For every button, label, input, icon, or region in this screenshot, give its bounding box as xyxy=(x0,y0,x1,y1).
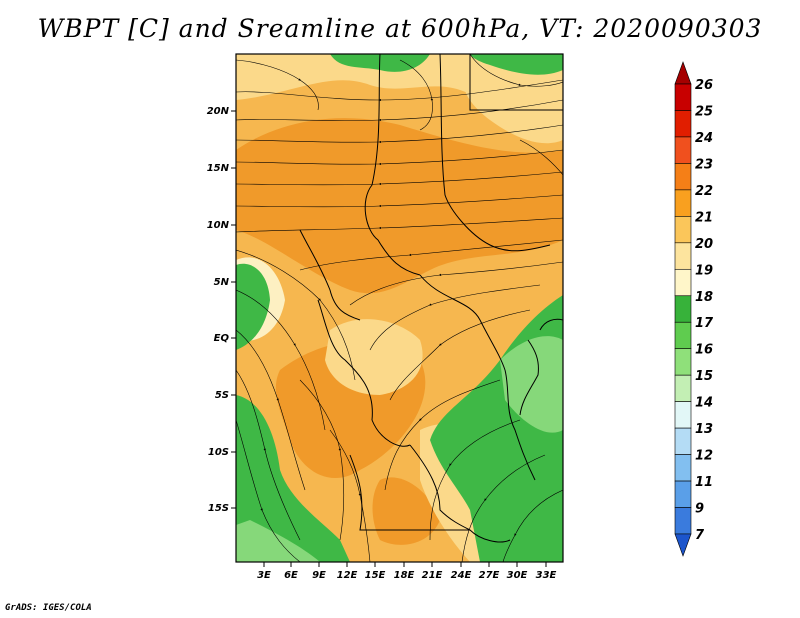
country-borders xyxy=(299,54,563,543)
wbpt-zone-17-west xyxy=(236,263,270,350)
colorbar-label: 12 xyxy=(695,449,713,464)
colorbar-label: 14 xyxy=(695,396,713,411)
wbpt-zone-21c xyxy=(372,477,440,545)
wbpt-zone-21 xyxy=(236,118,563,294)
colorbar-segment xyxy=(674,83,692,111)
lat-label: EQ xyxy=(214,333,230,344)
lat-label: 15S xyxy=(208,503,229,514)
lon-label: 12E xyxy=(337,570,358,581)
latitude-axis: 20N 15N 10N 5N EQ 5S 10S 15S xyxy=(207,106,236,514)
wbpt-zone-19-central xyxy=(325,319,423,395)
lat-label: 10N xyxy=(207,220,230,231)
streamlines xyxy=(236,54,563,562)
colorbar-bottom-arrow xyxy=(674,533,692,557)
lon-label: 33E xyxy=(536,570,557,581)
wbpt-zone-17-northeast xyxy=(470,54,563,75)
colorbar: 26 25 24 23 22 21 20 19 18 17 16 15 14 13 12 11 9 7 xyxy=(674,61,714,557)
colorbar-label: 24 xyxy=(695,131,713,146)
colorbar-label: 15 xyxy=(695,369,713,384)
colorbar-label: 25 xyxy=(695,104,713,119)
wbpt-zone-17-southwest xyxy=(236,395,350,562)
colorbar-segment xyxy=(674,295,692,323)
colorbar-label: 26 xyxy=(695,78,713,93)
lat-label: 10S xyxy=(208,447,229,458)
colorbar-label: 22 xyxy=(695,184,713,199)
colorbar-segment xyxy=(674,427,692,455)
wbpt-zone-16 xyxy=(500,336,563,433)
colorbar-segment xyxy=(674,480,692,508)
lon-label: 21E xyxy=(422,570,443,581)
colorbar-segment xyxy=(674,242,692,270)
colorbar-top-arrow xyxy=(674,61,692,85)
lon-label: 18E xyxy=(394,570,415,581)
lon-label: 24E xyxy=(451,570,472,581)
lat-label: 15N xyxy=(207,163,230,174)
map-title: WBPT [C] and Sreamline at 600hPa, VT: 20… xyxy=(37,14,763,43)
lon-label: 30E xyxy=(507,570,528,581)
lon-label: 6E xyxy=(284,570,298,581)
wbpt-zone-16b xyxy=(236,520,320,562)
lat-label: 20N xyxy=(207,106,230,117)
colorbar-label: 11 xyxy=(695,475,713,490)
colorbar-label: 23 xyxy=(695,157,713,172)
colorbar-label: 17 xyxy=(695,316,714,331)
colorbar-label: 21 xyxy=(695,210,713,225)
grads-credit: GrADS: IGES/COLA xyxy=(5,603,92,613)
colorbar-segment xyxy=(674,163,692,191)
colorbar-segment xyxy=(674,348,692,376)
lon-label: 9E xyxy=(312,570,326,581)
colorbar-segment xyxy=(674,454,692,482)
colorbar-label: 9 xyxy=(695,502,704,517)
colorbar-segment xyxy=(674,189,692,217)
map-panel xyxy=(236,54,563,562)
lat-label: 5S xyxy=(215,390,229,401)
colorbar-segment xyxy=(674,268,692,297)
longitude-axis: 3E 6E 9E 12E 15E 18E 21E 24E 27E 30E 33E xyxy=(257,562,557,581)
colorbar-segment xyxy=(674,401,692,429)
colorbar-label: 13 xyxy=(695,422,713,437)
lon-label: 3E xyxy=(257,570,271,581)
colorbar-segment xyxy=(674,321,692,350)
wbpt-zone-19-east xyxy=(463,69,563,144)
colorbar-label: 18 xyxy=(695,290,713,305)
colorbar-label: 20 xyxy=(695,237,713,252)
colorbar-segment xyxy=(674,136,692,164)
colorbar-label: 19 xyxy=(695,263,713,278)
colorbar-segment xyxy=(674,507,692,535)
map-frame xyxy=(235,53,564,563)
lat-label: 5N xyxy=(214,277,230,288)
colorbar-label: 16 xyxy=(695,343,713,358)
lon-label: 15E xyxy=(365,570,386,581)
lon-label: 27E xyxy=(479,570,500,581)
colorbar-segment xyxy=(674,216,692,244)
colorbar-segment xyxy=(674,374,692,402)
colorbar-segment xyxy=(674,110,692,138)
colorbar-label: 7 xyxy=(695,528,705,543)
